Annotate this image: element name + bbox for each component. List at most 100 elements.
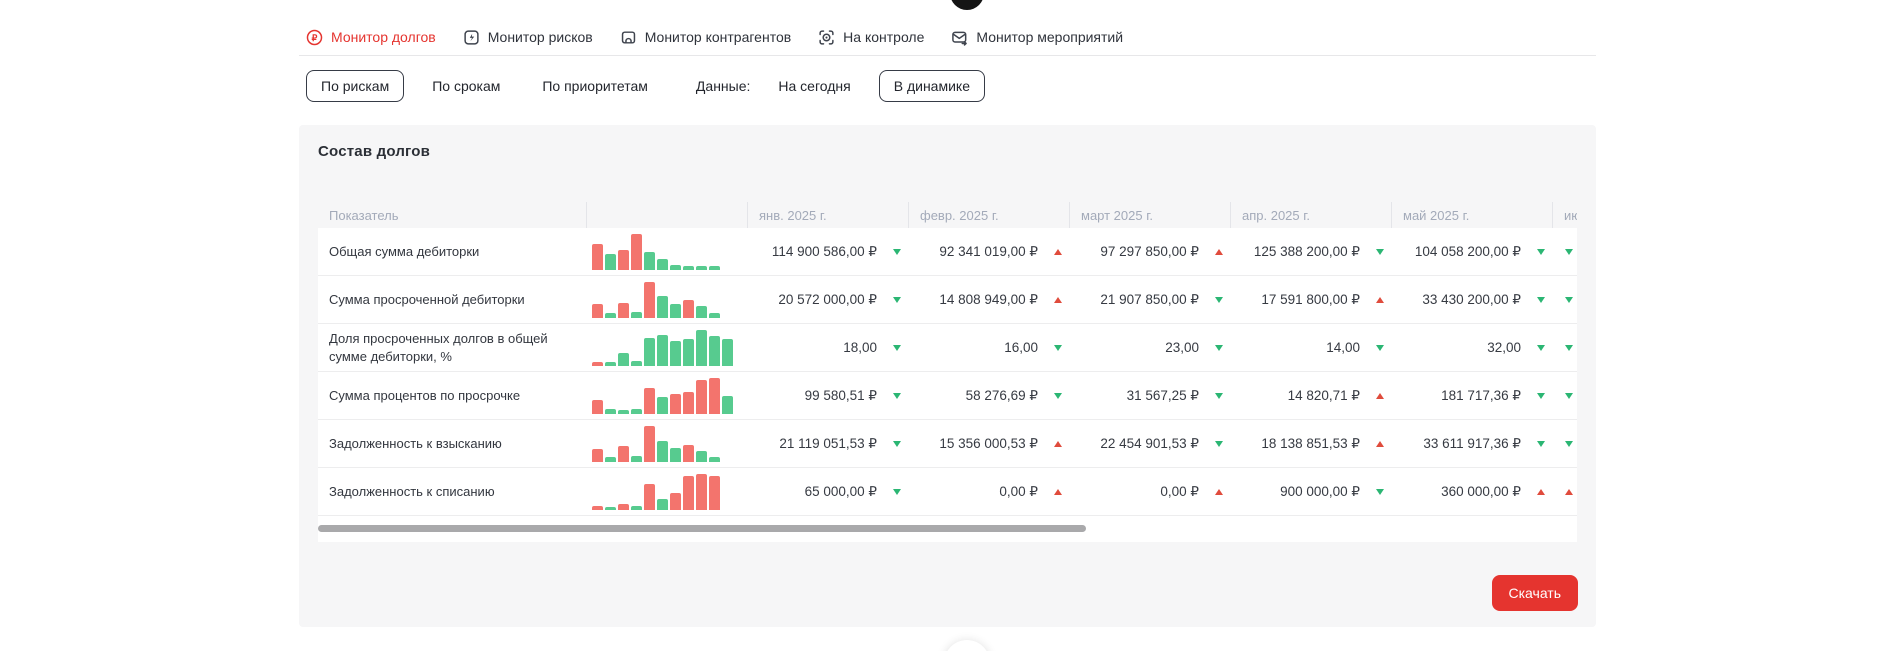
trend-up-icon — [1376, 296, 1384, 303]
trend-down-icon — [1376, 344, 1384, 351]
trend-down-icon — [1565, 296, 1573, 303]
sparkline-bar — [670, 303, 681, 318]
value-cell-month-1: 20 572 000,00 ₽ — [747, 292, 908, 308]
cell-value: 33 611 917,36 ₽ — [1423, 435, 1521, 451]
value-cell-month-1: 114 900 586,00 ₽ — [747, 244, 908, 260]
top-navigation: ₽ Монитор долгов Монитор рисков Монитор кон… — [306, 20, 1123, 54]
cell-value: 114 900 586,00 ₽ — [771, 243, 877, 259]
cell-value: 97 297 850,00 ₽ — [1100, 243, 1199, 259]
horizontal-scrollbar-thumb[interactable] — [318, 525, 1086, 532]
nav-item-1[interactable]: ₽ Монитор долгов — [306, 29, 436, 46]
row-indicator-label: Задолженность к взысканию — [329, 435, 502, 451]
sparkline-bar — [605, 456, 616, 462]
value-cell-month-6-clipped — [1552, 248, 1577, 255]
row-indicator-label: Задолженность к списанию — [329, 483, 495, 499]
value-cell-month-3: 0,00 ₽ — [1069, 484, 1230, 500]
row-sparkline-chart — [586, 279, 747, 321]
sparkline-bar — [722, 395, 733, 414]
collapse-button[interactable] — [944, 640, 990, 651]
trend-down-icon — [1565, 248, 1573, 255]
table-header-row: Показатель янв. 2025 г. февр. 2025 г. март… — [318, 202, 1577, 228]
filter-period-1[interactable]: На сегодня — [778, 78, 851, 94]
nav-item-label: Монитор рисков — [487, 29, 593, 45]
sparkline-bar — [618, 445, 629, 462]
sparkline-bar — [605, 361, 616, 366]
sparkline-bar — [592, 243, 603, 270]
trend-up-icon — [1376, 392, 1384, 399]
sparkline-bar — [709, 335, 720, 366]
sparkline-bar — [670, 340, 681, 366]
trend-down-icon — [1537, 440, 1545, 447]
row-indicator-label: Сумма процентов по просрочке — [329, 387, 521, 403]
sparkline-bar — [683, 265, 694, 270]
sparkline-bar — [605, 312, 616, 318]
risk-icon — [463, 29, 480, 46]
value-cell-month-6-clipped — [1552, 296, 1577, 303]
sparkline-bar — [631, 311, 642, 318]
trend-up-icon — [1054, 440, 1062, 447]
logo-arc — [950, 0, 984, 10]
cell-value: 65 000,00 ₽ — [804, 483, 877, 499]
sparkline-bar — [709, 377, 720, 414]
sparkline-bar — [670, 264, 681, 270]
nav-item-2[interactable]: Монитор рисков — [463, 29, 593, 46]
trend-down-icon — [1537, 392, 1545, 399]
debts-composition-card: Состав долгов Показатель янв. 2025 г. фев… — [299, 125, 1596, 627]
cell-value: 32,00 — [1487, 340, 1521, 355]
focus-icon — [818, 29, 835, 46]
sparkline-bar — [709, 312, 720, 318]
row-indicator-label: Доля просроченных долгов в общей сумме д… — [329, 330, 548, 364]
nav-item-3[interactable]: Монитор контрагентов — [620, 29, 791, 46]
download-button[interactable]: Скачать — [1491, 575, 1578, 611]
sparkline-bar — [709, 475, 720, 510]
sparkline-bar — [618, 409, 629, 414]
trend-up-icon — [1537, 488, 1545, 495]
value-cell-month-5: 32,00 — [1391, 340, 1552, 355]
trend-down-icon — [1215, 440, 1223, 447]
value-cell-month-2: 58 276,69 ₽ — [908, 388, 1069, 404]
filter-period-2[interactable]: В динамике — [878, 70, 985, 102]
cell-value: 181 717,36 ₽ — [1441, 387, 1521, 403]
cell-value: 58 276,69 ₽ — [965, 387, 1038, 403]
cell-value: 15 356 000,53 ₽ — [939, 435, 1038, 451]
nav-item-4[interactable]: На контроле — [818, 29, 924, 46]
trend-down-icon — [893, 440, 901, 447]
sparkline-bar — [644, 387, 655, 414]
cell-value: 21 907 850,00 ₽ — [1100, 291, 1199, 307]
svg-text:₽: ₽ — [312, 33, 318, 43]
value-cell-month-2: 92 341 019,00 ₽ — [908, 244, 1069, 260]
card-title: Состав долгов — [318, 143, 431, 160]
row-sparkline-chart — [586, 423, 747, 465]
sparkline-bar — [605, 506, 616, 510]
value-cell-month-5: 33 430 200,00 ₽ — [1391, 292, 1552, 308]
row-sparkline-chart — [586, 471, 747, 513]
nav-item-label: Монитор долгов — [331, 29, 436, 45]
value-cell-month-5: 33 611 917,36 ₽ — [1391, 436, 1552, 452]
sparkline-bar — [709, 265, 720, 270]
value-cell-month-3: 23,00 — [1069, 340, 1230, 355]
trend-down-icon — [1215, 296, 1223, 303]
view-options-group: По рискам По срокам По приоритетам — [306, 70, 662, 102]
value-cell-month-4: 125 388 200,00 ₽ — [1230, 244, 1391, 260]
cell-value: 0,00 ₽ — [999, 483, 1038, 499]
filter-view-1[interactable]: По рискам — [306, 70, 405, 102]
counterparty-icon — [620, 29, 637, 46]
value-cell-month-1: 99 580,51 ₽ — [747, 388, 908, 404]
sparkline-bar — [631, 408, 642, 414]
column-header-month-3: март 2025 г. — [1069, 202, 1230, 228]
column-header-month-5: май 2025 г. — [1391, 202, 1552, 228]
period-options-group: На сегодня В динамике — [764, 70, 985, 102]
value-cell-month-2: 16,00 — [908, 340, 1069, 355]
column-header-month-4: апр. 2025 г. — [1230, 202, 1391, 228]
nav-item-5[interactable]: Монитор мероприятий — [951, 29, 1123, 46]
sparkline-bar — [631, 455, 642, 462]
cell-value: 33 430 200,00 ₽ — [1422, 291, 1521, 307]
trend-up-icon — [1376, 440, 1384, 447]
filter-view-3[interactable]: По приоритетам — [542, 78, 648, 94]
filter-view-2[interactable]: По срокам — [432, 78, 501, 94]
sparkline-bar — [696, 329, 707, 366]
sparkline-bar — [657, 396, 668, 414]
horizontal-scrollbar-track — [318, 516, 1577, 542]
trend-up-icon — [1054, 248, 1062, 255]
